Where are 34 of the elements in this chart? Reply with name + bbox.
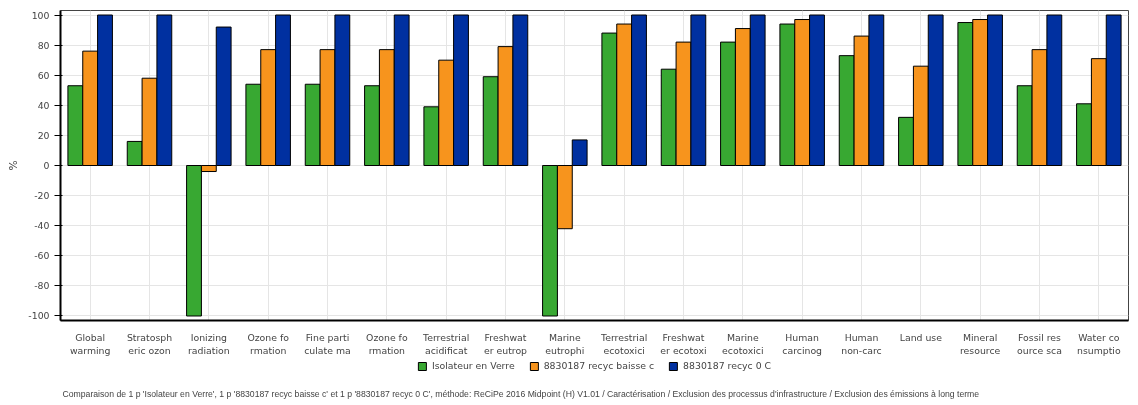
legend-label: 8830187 recyc 0 C — [683, 360, 772, 371]
x-tick-label: Ionizing radiation — [188, 331, 230, 356]
x-tick-label: Marine ecotoxici — [722, 331, 764, 356]
y-tick-label: 100 — [31, 9, 50, 21]
y-tick-label: 80 — [37, 39, 50, 51]
x-tick-label: Human non-carc — [841, 331, 882, 356]
y-axis-title: % — [7, 160, 21, 171]
y-tick-label: -40 — [34, 220, 50, 232]
x-tick-label: Terrestrial ecotoxici — [600, 331, 648, 356]
x-tick-label: Human carcinog — [782, 331, 823, 356]
y-tick-label: -80 — [34, 280, 50, 292]
legend-label: 8830187 recyc baisse c — [543, 360, 655, 371]
x-tick-label: Water co nsumptio — [1077, 331, 1121, 356]
y-tick-label: -60 — [34, 250, 50, 262]
y-tick-label: -20 — [34, 190, 50, 202]
x-tick-label: Ozone fo rmation — [247, 331, 290, 356]
y-tick-label: 60 — [37, 69, 50, 81]
x-tick-label: Land use — [899, 331, 943, 343]
x-tick-label: Freshwat er eutrop — [483, 331, 528, 356]
text: Comparaison de 1 p 'Isolateur en Verre', 1 p '8830187 recyc baisse c' et 1 p '8830187 recyc 0 C', méthode: ReCiPe 2016 Midpoint (H) V1.01 / Caractérisation / Exclusion des processus d'infrastructure / Exclusion des émissions à long terme — [62, 388, 980, 399]
x-tick-label: Ozone fo rmation — [366, 331, 408, 356]
y-tick-label: -100 — [28, 310, 50, 322]
y-tick-label: 40 — [37, 99, 50, 111]
x-tick-label: Freshwat er ecotoxi — [660, 331, 707, 356]
x-tick-label: Terrestrial acidificat — [422, 331, 470, 356]
x-tick-label: Fossil res ource sca — [1017, 331, 1062, 356]
legend-label: Isolateur en Verre — [431, 360, 515, 371]
y-tick-label: 20 — [37, 129, 50, 141]
x-tick-label: Fine parti culate ma — [304, 331, 351, 356]
x-tick-label: Mineral resource — [959, 331, 1001, 356]
x-tick-label: Global warming — [69, 331, 111, 356]
x-tick-label: Marine eutrophi — [545, 331, 585, 356]
y-tick-label: 0 — [43, 160, 50, 171]
x-tick-label: Stratosph eric ozon — [126, 331, 173, 356]
